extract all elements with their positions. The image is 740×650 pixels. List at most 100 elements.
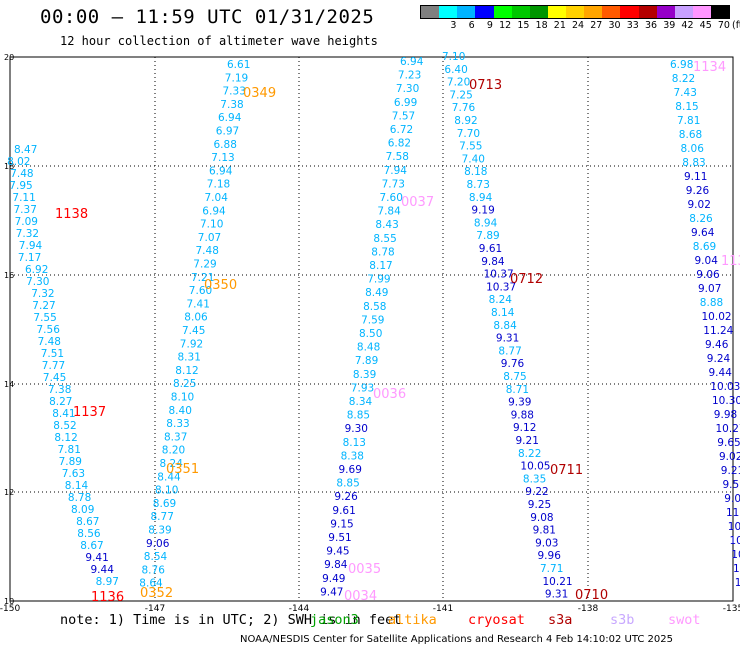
- wave-height-value: 6.82: [388, 138, 411, 150]
- wave-height-value: 8.55: [373, 233, 396, 245]
- wave-height-value: 7.17: [18, 252, 41, 264]
- wave-height-value: 9.22: [525, 486, 548, 498]
- wave-height-value: 8.06: [184, 312, 208, 324]
- legend-tick-label: 12: [499, 20, 512, 31]
- wave-height-value: 7.20: [447, 77, 470, 89]
- wave-height-value: 9.39: [508, 397, 531, 409]
- wave-height-value: 8.56: [77, 528, 101, 540]
- wave-height-value: 8.12: [54, 432, 77, 444]
- wave-height-value: 9.46: [705, 339, 729, 351]
- legend-swatch: [457, 6, 476, 18]
- satellite-legend-item: cryosat: [468, 612, 525, 628]
- wave-height-value: 7.38: [48, 384, 71, 396]
- x-axis-label: -147: [145, 604, 165, 614]
- wave-height-value: 9.02: [688, 199, 711, 211]
- pass-time-label: 1137: [73, 405, 106, 420]
- wave-height-value: 8.85: [347, 410, 370, 422]
- wave-height-value: 8.78: [68, 492, 91, 504]
- wave-height-value: 9.26: [334, 491, 358, 503]
- wave-height-value: 8.92: [454, 115, 477, 127]
- wave-height-value: 7.48: [38, 336, 61, 348]
- y-axis-label: 18: [4, 162, 14, 171]
- wave-height-value: 7.13: [211, 152, 234, 164]
- wave-height-value: 7.99: [367, 274, 390, 286]
- wave-height-value: 10.03: [710, 381, 740, 393]
- wave-height-value: 7.07: [198, 232, 221, 244]
- legend-tick-label: 39: [663, 20, 676, 31]
- wave-height-value: 10.: [731, 549, 740, 561]
- wave-height-value: 8.97: [96, 576, 119, 588]
- wave-height-value: 7.56: [37, 324, 61, 336]
- wave-height-value: 7.51: [41, 348, 64, 360]
- wave-height-value: 8.13: [343, 437, 366, 449]
- satellite-legend-item: swot: [668, 612, 701, 628]
- wave-height-value: 7.37: [14, 204, 37, 216]
- wave-height-value: 9.61: [479, 243, 502, 255]
- wave-height-value: 10.21: [543, 576, 573, 588]
- wave-height-value: 10.02: [702, 311, 732, 323]
- legend-swatch: [547, 6, 566, 18]
- wave-height-value: 6.94: [400, 56, 424, 68]
- wave-height-value: 8.10: [155, 485, 178, 497]
- wave-height-value: 8.26: [689, 213, 713, 225]
- pass-time-label: 1138: [55, 207, 88, 222]
- wave-height-value: 8.84: [493, 320, 517, 332]
- wave-height-value: 7.84: [377, 206, 401, 218]
- wave-height-value: 8.06: [681, 143, 705, 155]
- wave-height-value: 8.88: [700, 297, 723, 309]
- wave-height-value: 7.33: [223, 86, 246, 98]
- wave-height-value: 8.27: [49, 396, 72, 408]
- wave-height-value: 9.21: [516, 435, 539, 447]
- legend-tick-label: 33: [626, 20, 639, 31]
- wave-height-value: 8.71: [506, 384, 529, 396]
- legend-swatch: [638, 6, 657, 18]
- pass-time-label: 0349: [243, 86, 276, 101]
- wave-height-value: 7.27: [32, 300, 55, 312]
- wave-height-value: 6.99: [394, 97, 417, 109]
- wave-height-value: 6.98: [670, 59, 693, 71]
- wave-height-value: 9.69: [339, 464, 362, 476]
- pass-time-label: 0710: [575, 588, 608, 603]
- wave-height-value: 8.12: [175, 365, 198, 377]
- legend-swatch: [656, 6, 675, 18]
- legend-tick-label: 15: [517, 20, 530, 31]
- wave-height-value: 8.41: [52, 408, 75, 420]
- wave-height-value: 6.88: [214, 139, 237, 151]
- y-axis-label: 12: [4, 488, 14, 497]
- wave-height-value: 9.65: [717, 437, 740, 449]
- legend-tick-label: 30: [608, 20, 621, 31]
- legend-swatch: [692, 6, 711, 18]
- wave-height-value: 8.44: [157, 471, 181, 483]
- wave-height-value: 7.59: [361, 314, 384, 326]
- legend-tick-label: 70: [717, 20, 730, 31]
- wave-height-value: 8.75: [503, 371, 526, 383]
- map-title: 00:00 – 11:59 UTC 01/31/2025: [40, 6, 375, 28]
- wave-height-value: 7.29: [193, 259, 216, 271]
- legend-ticks: 3 6 9 12 15 18 21 24 27 30 33 36 39 42 45 70: [420, 20, 730, 31]
- wave-height-value: 9.08: [530, 512, 553, 524]
- wave-height-value: 10.05: [520, 461, 550, 473]
- wave-height-value: 9.88: [511, 409, 534, 421]
- wave-height-value: 7.63: [62, 468, 85, 480]
- wave-height-value: 8.43: [375, 219, 398, 231]
- wave-height-value: 7.71: [540, 563, 563, 575]
- wave-height-value: 8.39: [148, 525, 171, 537]
- y-axis-label: 20: [4, 53, 14, 62]
- wave-height-value: 7.89: [59, 456, 82, 468]
- legend-swatch: [511, 6, 530, 18]
- wave-height-value: 10.6: [728, 521, 740, 533]
- wave-height-value: 6.72: [390, 124, 413, 136]
- wave-height-value: 9.41: [85, 552, 108, 564]
- wave-height-value: 9.51: [328, 532, 351, 544]
- legend-tick-label: 9: [486, 20, 493, 31]
- wave-height-value: 6.97: [216, 126, 239, 138]
- legend-swatch: [602, 6, 621, 18]
- pass-time-label: 1136: [91, 590, 124, 605]
- wave-height-value: 8.10: [171, 392, 194, 404]
- legend-unit: (ft): [732, 20, 740, 31]
- wave-height-value: 8.83: [682, 157, 705, 169]
- legend-swatch: [529, 6, 548, 18]
- wave-height-value: 7.60: [380, 192, 403, 204]
- wave-height-value: 11.: [733, 563, 740, 575]
